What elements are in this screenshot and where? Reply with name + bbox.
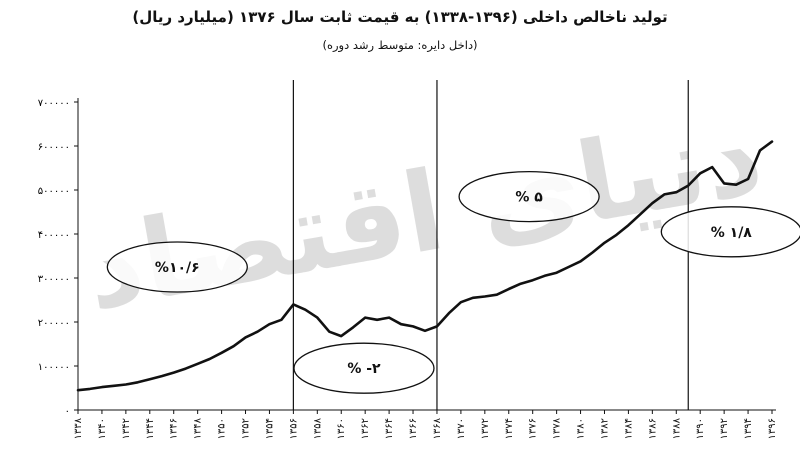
x-tick-label: ۱۳۶۶	[408, 418, 419, 439]
x-tick-label: ۱۳۸۸	[671, 417, 682, 439]
growth-ellipse	[293, 342, 435, 394]
x-tick-label: ۱۳۸۶	[647, 418, 658, 439]
y-tick-label: ۲۰۰۰۰۰	[38, 318, 70, 329]
chart-subtitle: (داخل دایره: متوسط رشد دوره)	[322, 38, 478, 52]
x-tick-label: ۱۳۶۸	[432, 417, 443, 439]
growth-label: % -۲	[347, 361, 381, 377]
x-tick-label: ۱۳۴۲	[121, 418, 132, 439]
growth-ellipse	[106, 241, 248, 293]
y-tick-label: ۱۰۰۰۰۰	[38, 362, 70, 373]
x-tick-label: ۱۳۶۲	[360, 418, 371, 439]
gdp-series-line	[76, 140, 774, 392]
growth-label: % ۵	[515, 190, 543, 206]
x-tick-label: ۱۳۴۸	[193, 417, 204, 439]
growth-label: %۱۰/۶	[155, 260, 200, 276]
axes: ۰ ۱۰۰۰۰۰ ۲۰۰۰۰۰ ۳۰۰۰۰۰ ۴۰۰۰۰۰ ۵۰۰۰۰۰ ۶۰۰۰۰۰ ۷۰۰…	[38, 98, 778, 439]
y-tick-label: ۷۰۰۰۰۰	[38, 98, 70, 109]
watermark-logo: دنیای اقتصاد	[76, 90, 772, 335]
x-tick-label: ۱۳۷۶	[528, 418, 539, 439]
growth-ellipse	[458, 170, 600, 223]
x-tick-label: ۱۳۷۸	[552, 417, 563, 439]
series-layer	[76, 140, 774, 392]
y-tick-label: ۴۰۰۰۰۰	[38, 230, 70, 241]
x-tick-label: ۱۳۶۴	[384, 418, 395, 439]
y-tick-label: ۳۰۰۰۰۰	[38, 274, 70, 285]
x-tick-label: ۱۳۹۰	[695, 418, 706, 439]
x-tick-label: ۱۳۷۲	[480, 418, 491, 439]
x-tick-label: ۱۳۳۸	[73, 417, 84, 439]
y-tick-label: ۰	[65, 406, 70, 417]
x-tick-label: ۱۳۴۴	[145, 418, 156, 439]
x-tick-label: ۱۳۹۴	[743, 418, 754, 439]
growth-label: % ۱/۸	[711, 225, 753, 241]
x-tick-label: ۱۳۵۶	[288, 418, 299, 439]
y-tick-label: ۵۰۰۰۰۰	[38, 186, 70, 197]
growth-ellipse	[660, 206, 800, 258]
x-tick-label: ۱۳۴۰	[97, 418, 108, 439]
chart-title: تولید ناخالص داخلی (۱۳۹۶-۱۳۳۸) به قیمت ث…	[132, 8, 668, 26]
x-tick-label: ۱۳۴۶	[169, 418, 180, 439]
x-tick-label: ۱۳۵۰	[217, 418, 228, 439]
x-tick-label: ۱۳۵۲	[241, 418, 252, 439]
x-tick-label: ۱۳۸۰	[576, 418, 587, 439]
x-tick-label: ۱۳۵۸	[312, 417, 323, 439]
x-tick-label: ۱۳۸۲	[599, 418, 610, 439]
x-tick-label: ۱۳۹۶	[767, 418, 778, 439]
svg-text:دنیای اقتصاد: دنیای اقتصاد	[76, 90, 772, 335]
x-tick-label: ۱۳۷۴	[504, 418, 515, 439]
x-tick-label: ۱۳۶۰	[336, 418, 347, 439]
x-tick-label: ۱۳۹۲	[719, 418, 730, 439]
y-tick-label: ۶۰۰۰۰۰	[38, 142, 70, 153]
x-tick-label: ۱۳۵۴	[264, 418, 275, 439]
x-tick-label: ۱۳۸۴	[623, 418, 634, 439]
x-tick-label: ۱۳۷۰	[456, 418, 467, 439]
growth-annotations: %۱۰/۶ % -۲ % ۵ % ۱/۸	[106, 170, 800, 394]
